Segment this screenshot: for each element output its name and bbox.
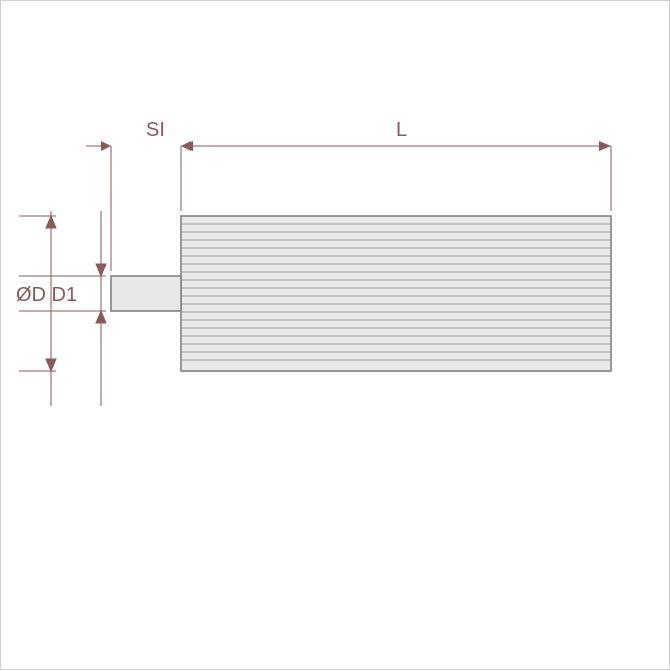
dim-D1: [96, 211, 106, 406]
dim-L: [181, 141, 611, 151]
label-L: L: [396, 119, 407, 142]
drawing-canvas: SI L ØD D1: [0, 0, 670, 670]
main-body-rect: [181, 216, 611, 371]
diagram-svg: [1, 1, 670, 671]
label-D-D1: ØD D1: [16, 284, 77, 307]
dim-D: [46, 211, 56, 406]
shaft-rect: [111, 276, 181, 311]
label-SI: SI: [146, 119, 165, 142]
